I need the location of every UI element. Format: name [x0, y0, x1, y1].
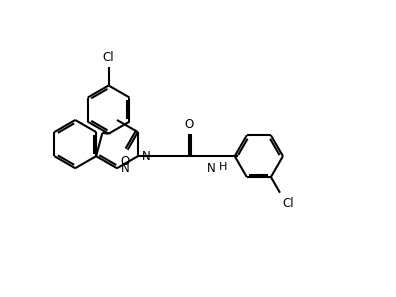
Text: N: N: [120, 162, 129, 175]
Text: H: H: [219, 162, 228, 172]
Text: Cl: Cl: [103, 51, 114, 64]
Text: N: N: [207, 162, 216, 175]
Text: O: O: [184, 118, 193, 131]
Text: Cl: Cl: [282, 197, 294, 210]
Text: O: O: [121, 155, 130, 168]
Text: N: N: [141, 150, 150, 163]
